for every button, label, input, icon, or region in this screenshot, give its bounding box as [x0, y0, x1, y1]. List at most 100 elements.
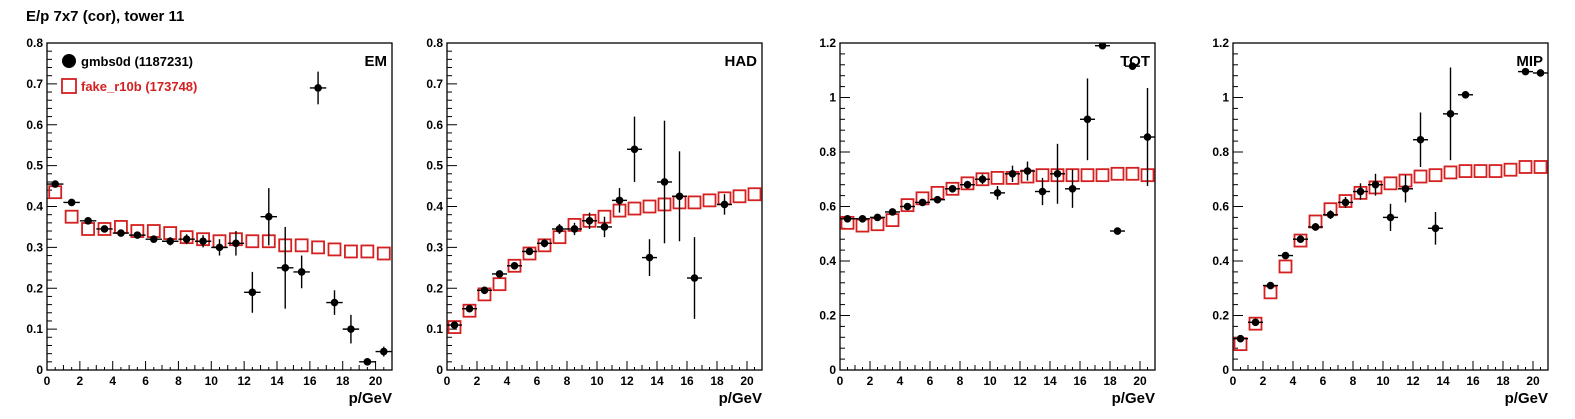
gmbs0d-point: [1326, 210, 1335, 219]
y-tick-label: 0.4: [1212, 254, 1229, 268]
gmbs0d-point: [330, 298, 339, 307]
gmbs0d-point: [570, 225, 579, 233]
x-tick-label: 20: [369, 374, 383, 388]
fake-r10b-point: [311, 240, 325, 255]
fake-r10b-point: [1518, 160, 1533, 174]
gmbs0d-point: [297, 268, 306, 276]
x-tick-label: 8: [1350, 374, 1357, 388]
gmbs0d-point: [117, 229, 125, 237]
x-tick-label: 12: [620, 374, 634, 388]
x-tick-label: 12: [1013, 374, 1027, 388]
gmbs0d-point: [525, 247, 534, 256]
gmbs0d-point: [281, 264, 290, 272]
x-tick-label: 0: [44, 374, 51, 388]
x-axis-title: p/GeV: [1505, 390, 1548, 407]
x-tick-label: 8: [957, 374, 964, 388]
y-tick-label: 0.1: [426, 322, 443, 336]
x-tick-label: 14: [1043, 374, 1057, 388]
y-tick-label: 0.8: [26, 36, 43, 50]
y-tick-label: 0.2: [426, 281, 443, 295]
y-tick-label: 0: [1222, 363, 1229, 377]
gmbs0d-point: [1371, 180, 1380, 189]
x-tick-label: 18: [1103, 374, 1117, 388]
gmbs0d-point: [182, 235, 191, 243]
gmbs0d-point: [843, 214, 852, 223]
gmbs0d-point: [1098, 43, 1107, 50]
fake-r10b-point: [1095, 168, 1110, 183]
gmbs0d-point: [215, 243, 224, 252]
data-layer: [840, 43, 1155, 235]
gmbs0d-point: [495, 270, 504, 278]
gmbs0d-point: [555, 225, 564, 233]
fake-r10b-point: [642, 199, 657, 214]
panel-had: 0 2 4 6 8 10 12 14 16 18 20 0 0.1 0.2 0.3 0.4 0.5 0.6 0.7 0…: [426, 36, 763, 407]
y-tick-label: 0.8: [819, 145, 836, 159]
data-layer: [447, 116, 762, 334]
gmbs0d-point: [540, 239, 549, 248]
gmbs0d-point: [993, 189, 1002, 197]
gmbs0d-point: [978, 175, 987, 184]
gmbs0d-point: [199, 237, 207, 246]
gmbs0d-point: [1143, 133, 1152, 141]
fake-r10b-point: [687, 195, 702, 210]
x-tick-label: 0: [1230, 374, 1237, 388]
gmbs0d-point: [1038, 187, 1047, 196]
x-tick-label: 6: [1320, 374, 1327, 388]
fake-r10b-point: [48, 185, 63, 200]
fake-r10b-point: [1428, 168, 1443, 183]
x-tick-label: 6: [534, 374, 541, 388]
gmbs0d-point: [690, 274, 699, 282]
legend-label-fake-r10b: fake_r10b (173748): [81, 79, 197, 94]
y-tick-label: 0.4: [426, 200, 443, 214]
page-title: E/p 7x7 (cor), tower 11: [26, 8, 185, 25]
fake-r10b-point: [702, 193, 717, 208]
x-tick-label: 10: [1376, 374, 1390, 388]
gmbs0d-point: [51, 180, 60, 188]
y-tick-label: 1.2: [819, 36, 836, 50]
gmbs0d-point: [67, 198, 76, 207]
gmbs0d-point: [100, 225, 109, 233]
fake-r10b-point: [1110, 166, 1125, 181]
y-tick-label: 0.6: [1212, 200, 1229, 214]
gmbs0d-point: [133, 231, 142, 239]
data-layer: [1233, 67, 1548, 352]
y-tick-label: 0.5: [426, 159, 443, 173]
gmbs0d-point: [675, 192, 684, 201]
fake-r10b-point: [1503, 162, 1518, 177]
fake-r10b-point: [1458, 164, 1473, 178]
fake-r10b-point: [1125, 166, 1140, 181]
y-tick-label: 0.4: [819, 254, 836, 268]
x-tick-label: 18: [710, 374, 724, 388]
gmbs0d-point: [314, 84, 322, 92]
x-tick-label: 12: [237, 374, 251, 388]
x-tick-label: 14: [270, 374, 284, 388]
gmbs0d-point: [630, 145, 639, 154]
y-tick-label: 0.8: [426, 36, 443, 50]
x-tick-label: 16: [1073, 374, 1087, 388]
gmbs0d-point: [232, 239, 240, 248]
x-tick-label: 2: [474, 374, 481, 388]
x-tick-label: 14: [650, 374, 664, 388]
gmbs0d-point: [379, 347, 388, 356]
gmbs0d-point: [450, 321, 459, 329]
legend-label-gmbs0d: gmbs0d (1187231): [81, 54, 193, 69]
gmbs0d-point: [615, 196, 624, 205]
gmbs0d-point: [480, 286, 489, 295]
y-tick-label: 0.6: [26, 118, 43, 132]
x-tick-label: 4: [1290, 374, 1297, 388]
gmbs0d-point: [1536, 69, 1545, 77]
fake-r10b-point: [1383, 176, 1398, 191]
fake-r10b-point: [627, 201, 642, 216]
gmbs0d-point: [1053, 170, 1062, 178]
fake-r10b-point: [462, 303, 477, 318]
y-tick-label: 0.7: [426, 77, 443, 91]
x-tick-label: 6: [927, 374, 934, 388]
y-tick-label: 1: [1222, 91, 1229, 105]
fake-r10b-point: [245, 234, 260, 249]
y-tick-label: 0: [36, 363, 43, 377]
gmbs0d-point: [948, 184, 957, 193]
panel-mip: 0 2 4 6 8 10 12 14 16 18 20 0 0.2 0.4 0.6 0.8 1 1.2 p/GeV M…: [1212, 36, 1549, 407]
gmbs0d-point: [873, 213, 882, 222]
gmbs0d-point: [1008, 170, 1017, 178]
